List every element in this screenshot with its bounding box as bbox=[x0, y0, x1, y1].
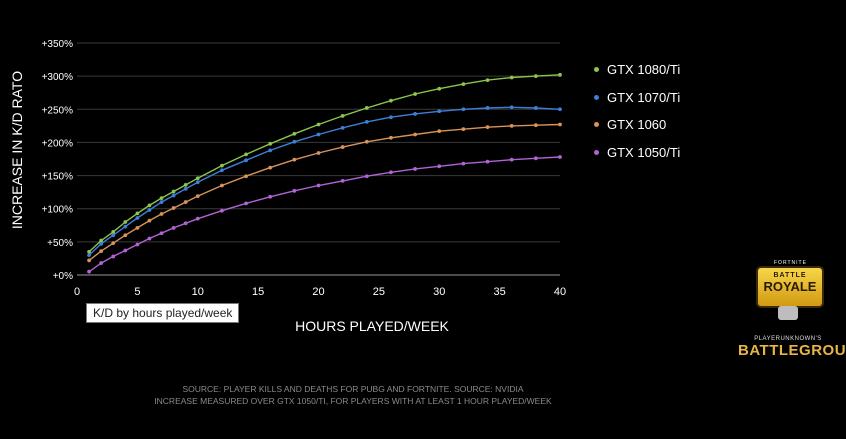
trend-line bbox=[88, 123, 561, 261]
source-line-1: SOURCE: PLAYER KILLS AND DEATHS FOR PUBG… bbox=[182, 384, 524, 394]
y-tick-label: +350% bbox=[42, 39, 74, 50]
x-tick-label: 35 bbox=[494, 286, 506, 298]
legend-item-gtx-1080: GTX 1080/Ti bbox=[594, 56, 680, 84]
trend-line bbox=[88, 74, 561, 253]
fortnite-logo-top: BATTLE bbox=[773, 272, 807, 279]
legend-marker-icon bbox=[594, 149, 599, 155]
x-tick-label: 25 bbox=[373, 286, 385, 298]
x-tick-label: 15 bbox=[252, 286, 264, 298]
x-axis-label: HOURS PLAYED/WEEK bbox=[295, 318, 449, 334]
legend-label: GTX 1060 bbox=[607, 117, 667, 133]
y-tick-label: +0% bbox=[53, 271, 73, 282]
pubg-logo: PLAYERUNKNOWN'S BATTLEGROUNDS bbox=[738, 336, 846, 360]
grid bbox=[77, 42, 560, 276]
pubg-logo-top: PLAYERUNKNOWN'S bbox=[754, 336, 822, 342]
legend-item-gtx-1070: GTX 1070/Ti bbox=[594, 84, 680, 112]
axes: +0% +50% +100% +150% +200% +250% +300% +350% 0 5 1… bbox=[42, 39, 567, 298]
legend: GTX 1080/Ti GTX 1070/Ti GTX 1060 GTX 105… bbox=[594, 56, 680, 166]
x-tick-label: 10 bbox=[192, 286, 204, 298]
x-tick-label: 30 bbox=[433, 286, 445, 298]
dog-tags-icon bbox=[778, 306, 798, 320]
y-tick-label: +200% bbox=[42, 138, 74, 149]
legend-marker-icon bbox=[594, 122, 599, 128]
trend-lines bbox=[88, 74, 561, 273]
legend-marker-icon bbox=[594, 67, 599, 73]
fortnite-logo-main: ROYALE bbox=[763, 279, 817, 294]
x-tick-label: 5 bbox=[134, 286, 140, 298]
y-tick-label: +50% bbox=[47, 238, 73, 249]
fortnite-logo-small: FORTNITE bbox=[774, 260, 807, 266]
y-tick-label: +250% bbox=[42, 105, 74, 116]
chart-tooltip: K/D by hours played/week bbox=[86, 303, 240, 323]
y-tick-label: +300% bbox=[42, 72, 74, 83]
pubg-logo-main: BATTLEGROUNDS bbox=[738, 342, 846, 359]
data-points bbox=[87, 72, 562, 274]
legend-label: GTX 1070/Ti bbox=[607, 89, 681, 105]
x-tick-label: 40 bbox=[554, 286, 566, 298]
y-tick-label: +150% bbox=[42, 172, 74, 183]
x-tick-label: 0 bbox=[74, 286, 80, 298]
trend-line bbox=[88, 156, 561, 273]
y-tick-label: +100% bbox=[42, 205, 74, 216]
source-line-2: INCREASE MEASURED OVER GTX 1050/TI, FOR … bbox=[154, 396, 552, 406]
legend-item-gtx-1060: GTX 1060 bbox=[594, 111, 680, 139]
fortnite-logo: BATTLE ROYALE FORTNITE bbox=[748, 258, 830, 322]
fortnite-badge-icon: BATTLE ROYALE bbox=[756, 266, 824, 308]
legend-label: GTX 1050/Ti bbox=[607, 144, 681, 160]
legend-marker-icon bbox=[594, 94, 599, 100]
legend-item-gtx-1050: GTX 1050/Ti bbox=[594, 139, 680, 167]
y-axis-label: INCREASE IN K/D RATO bbox=[9, 71, 25, 229]
source-note: SOURCE: PLAYER KILLS AND DEATHS FOR PUBG… bbox=[0, 383, 706, 407]
trend-line bbox=[88, 106, 561, 256]
legend-label: GTX 1080/Ti bbox=[607, 62, 681, 78]
x-tick-label: 20 bbox=[312, 286, 324, 298]
